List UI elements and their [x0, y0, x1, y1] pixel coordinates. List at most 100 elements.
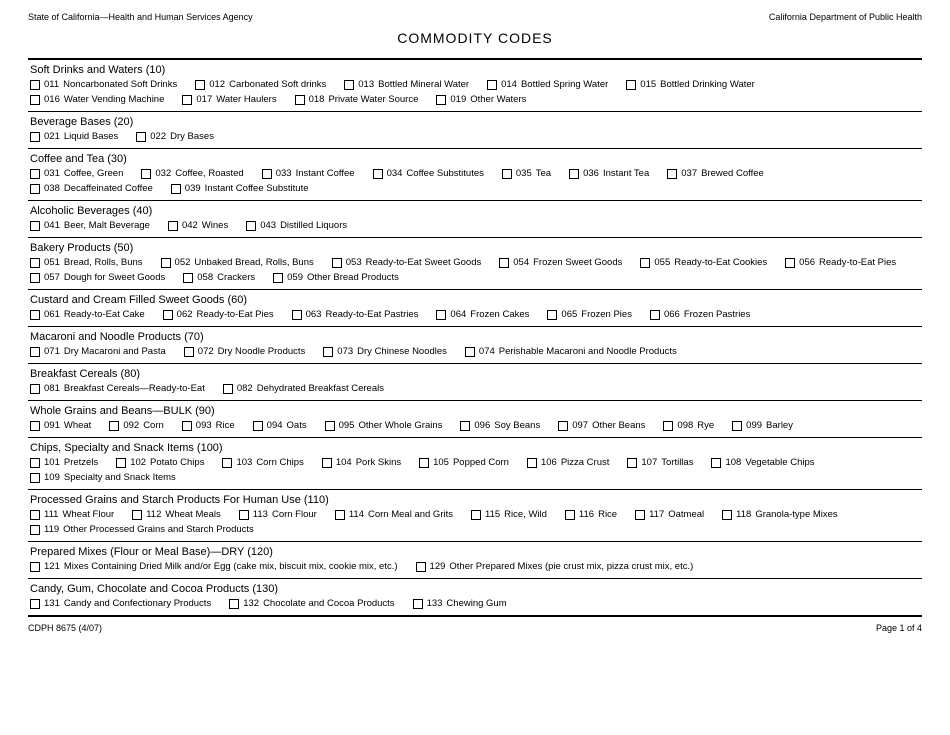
commodity-checkbox[interactable]: [30, 169, 40, 179]
commodity-item[interactable]: 103Corn Chips: [222, 457, 303, 468]
commodity-checkbox[interactable]: [30, 221, 40, 231]
commodity-checkbox[interactable]: [184, 347, 194, 357]
commodity-item[interactable]: 093Rice: [182, 420, 235, 431]
commodity-item[interactable]: 071Dry Macaroni and Pasta: [30, 346, 166, 357]
commodity-checkbox[interactable]: [30, 310, 40, 320]
commodity-checkbox[interactable]: [30, 458, 40, 468]
commodity-item[interactable]: 107Tortillas: [627, 457, 693, 468]
commodity-checkbox[interactable]: [419, 458, 429, 468]
commodity-checkbox[interactable]: [640, 258, 650, 268]
commodity-checkbox[interactable]: [650, 310, 660, 320]
commodity-item[interactable]: 115Rice, Wild: [471, 509, 547, 520]
commodity-checkbox[interactable]: [413, 599, 423, 609]
commodity-checkbox[interactable]: [132, 510, 142, 520]
commodity-checkbox[interactable]: [436, 95, 446, 105]
commodity-item[interactable]: 057Dough for Sweet Goods: [30, 272, 165, 283]
commodity-item[interactable]: 022Dry Bases: [136, 131, 214, 142]
commodity-checkbox[interactable]: [325, 421, 335, 431]
commodity-checkbox[interactable]: [239, 510, 249, 520]
commodity-checkbox[interactable]: [183, 273, 193, 283]
commodity-item[interactable]: 116Rice: [565, 509, 617, 520]
commodity-checkbox[interactable]: [663, 421, 673, 431]
commodity-item[interactable]: 097Other Beans: [558, 420, 645, 431]
commodity-checkbox[interactable]: [30, 510, 40, 520]
commodity-checkbox[interactable]: [465, 347, 475, 357]
commodity-item[interactable]: 129Other Prepared Mixes (pie crust mix, …: [416, 561, 694, 572]
commodity-item[interactable]: 017Water Haulers: [182, 94, 276, 105]
commodity-item[interactable]: 033Instant Coffee: [262, 168, 355, 179]
commodity-item[interactable]: 104Pork Skins: [322, 457, 401, 468]
commodity-checkbox[interactable]: [273, 273, 283, 283]
commodity-checkbox[interactable]: [711, 458, 721, 468]
commodity-item[interactable]: 073Dry Chinese Noodles: [323, 346, 447, 357]
commodity-checkbox[interactable]: [30, 132, 40, 142]
commodity-item[interactable]: 037Brewed Coffee: [667, 168, 764, 179]
commodity-checkbox[interactable]: [722, 510, 732, 520]
commodity-checkbox[interactable]: [136, 132, 146, 142]
commodity-item[interactable]: 054Frozen Sweet Goods: [499, 257, 622, 268]
commodity-checkbox[interactable]: [30, 525, 40, 535]
commodity-item[interactable]: 114Corn Meal and Grits: [335, 509, 453, 520]
commodity-item[interactable]: 031Coffee, Green: [30, 168, 123, 179]
commodity-checkbox[interactable]: [785, 258, 795, 268]
commodity-checkbox[interactable]: [182, 95, 192, 105]
commodity-checkbox[interactable]: [499, 258, 509, 268]
commodity-item[interactable]: 015Bottled Drinking Water: [626, 79, 755, 90]
commodity-checkbox[interactable]: [30, 95, 40, 105]
commodity-checkbox[interactable]: [171, 184, 181, 194]
commodity-item[interactable]: 036Instant Tea: [569, 168, 649, 179]
commodity-item[interactable]: 131Candy and Confectionary Products: [30, 598, 211, 609]
commodity-item[interactable]: 132Chocolate and Cocoa Products: [229, 598, 394, 609]
commodity-checkbox[interactable]: [335, 510, 345, 520]
commodity-item[interactable]: 072Dry Noodle Products: [184, 346, 306, 357]
commodity-item[interactable]: 112Wheat Meals: [132, 509, 221, 520]
commodity-checkbox[interactable]: [223, 384, 233, 394]
commodity-item[interactable]: 032Coffee, Roasted: [141, 168, 243, 179]
commodity-checkbox[interactable]: [30, 80, 40, 90]
commodity-item[interactable]: 064Frozen Cakes: [436, 309, 529, 320]
commodity-item[interactable]: 021Liquid Bases: [30, 131, 118, 142]
commodity-checkbox[interactable]: [527, 458, 537, 468]
commodity-item[interactable]: 063Ready-to-Eat Pastries: [292, 309, 419, 320]
commodity-item[interactable]: 082Dehydrated Breakfast Cereals: [223, 383, 384, 394]
commodity-checkbox[interactable]: [565, 510, 575, 520]
commodity-item[interactable]: 034Coffee Substitutes: [373, 168, 484, 179]
commodity-checkbox[interactable]: [732, 421, 742, 431]
commodity-checkbox[interactable]: [168, 221, 178, 231]
commodity-checkbox[interactable]: [141, 169, 151, 179]
commodity-checkbox[interactable]: [635, 510, 645, 520]
commodity-item[interactable]: 094Oats: [253, 420, 307, 431]
commodity-item[interactable]: 062Ready-to-Eat Pies: [163, 309, 274, 320]
commodity-checkbox[interactable]: [30, 562, 40, 572]
commodity-item[interactable]: 098Rye: [663, 420, 714, 431]
commodity-checkbox[interactable]: [262, 169, 272, 179]
commodity-checkbox[interactable]: [373, 169, 383, 179]
commodity-item[interactable]: 011Noncarbonated Soft Drinks: [30, 79, 177, 90]
commodity-checkbox[interactable]: [30, 184, 40, 194]
commodity-item[interactable]: 055Ready-to-Eat Cookies: [640, 257, 767, 268]
commodity-item[interactable]: 111Wheat Flour: [30, 509, 114, 520]
commodity-item[interactable]: 014Bottled Spring Water: [487, 79, 608, 90]
commodity-item[interactable]: 108Vegetable Chips: [711, 457, 814, 468]
commodity-checkbox[interactable]: [30, 258, 40, 268]
commodity-item[interactable]: 113Corn Flour: [239, 509, 317, 520]
commodity-item[interactable]: 101Pretzels: [30, 457, 98, 468]
commodity-item[interactable]: 121Mixes Containing Dried Milk and/or Eg…: [30, 561, 398, 572]
commodity-checkbox[interactable]: [292, 310, 302, 320]
commodity-item[interactable]: 052Unbaked Bread, Rolls, Buns: [161, 257, 314, 268]
commodity-item[interactable]: 043Distilled Liquors: [246, 220, 347, 231]
commodity-item[interactable]: 051Bread, Rolls, Buns: [30, 257, 143, 268]
commodity-item[interactable]: 053Ready-to-Eat Sweet Goods: [332, 257, 482, 268]
commodity-item[interactable]: 118Granola-type Mixes: [722, 509, 838, 520]
commodity-checkbox[interactable]: [322, 458, 332, 468]
commodity-item[interactable]: 058Crackers: [183, 272, 255, 283]
commodity-checkbox[interactable]: [332, 258, 342, 268]
commodity-checkbox[interactable]: [667, 169, 677, 179]
commodity-checkbox[interactable]: [460, 421, 470, 431]
commodity-checkbox[interactable]: [558, 421, 568, 431]
commodity-item[interactable]: 013Bottled Mineral Water: [344, 79, 469, 90]
commodity-item[interactable]: 092Corn: [109, 420, 163, 431]
commodity-checkbox[interactable]: [229, 599, 239, 609]
commodity-checkbox[interactable]: [487, 80, 497, 90]
commodity-item[interactable]: 056Ready-to-Eat Pies: [785, 257, 896, 268]
